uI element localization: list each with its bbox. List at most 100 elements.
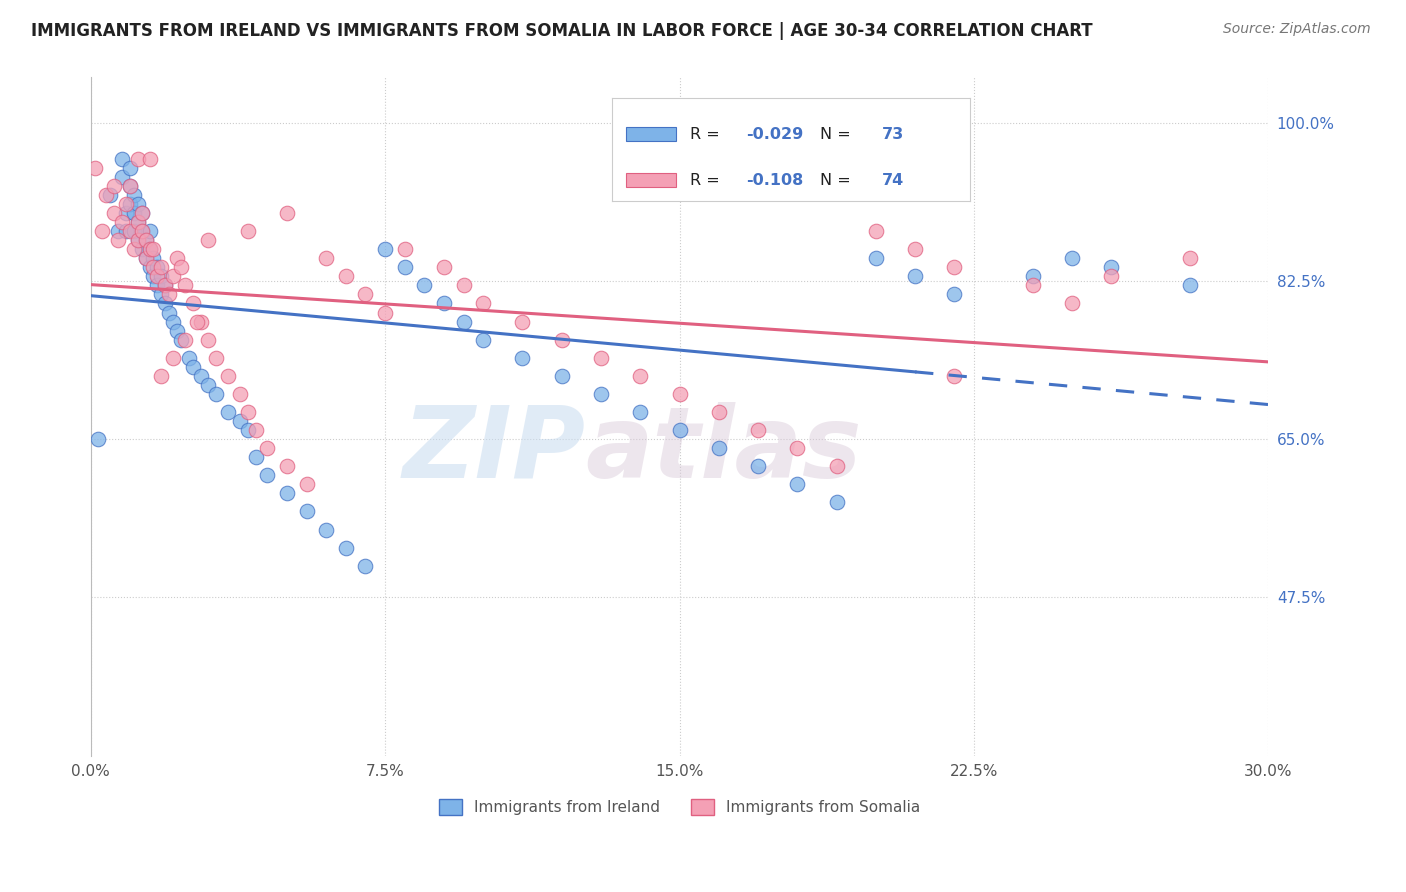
Point [217, 405, 239, 419]
Point [433, 296, 456, 310]
Point [150, 269, 173, 284]
Point [747, 459, 769, 474]
Point [551, 333, 574, 347]
Point [87, 432, 110, 446]
Point [111, 169, 134, 184]
Point [315, 252, 337, 266]
Point [181, 296, 204, 310]
Point [142, 260, 165, 275]
Text: N =: N = [820, 127, 855, 142]
Point [354, 287, 377, 301]
Point [157, 287, 180, 301]
Point [131, 206, 153, 220]
Point [173, 278, 195, 293]
Text: N =: N = [820, 173, 855, 187]
Point [197, 233, 219, 247]
Point [118, 197, 141, 211]
Point [1062, 296, 1084, 310]
Point [186, 314, 208, 328]
Point [138, 260, 160, 275]
Point [103, 206, 125, 220]
Point [146, 278, 169, 293]
Point [551, 368, 574, 383]
Text: 73: 73 [883, 127, 904, 142]
Point [707, 405, 730, 419]
Point [374, 305, 396, 319]
Point [166, 324, 188, 338]
Point [1022, 269, 1045, 284]
Point [127, 233, 149, 247]
Point [236, 423, 259, 437]
Point [1178, 252, 1201, 266]
Point [162, 269, 184, 284]
Point [115, 838, 138, 853]
Point [245, 423, 267, 437]
Legend: Immigrants from Ireland, Immigrants from Somalia: Immigrants from Ireland, Immigrants from… [432, 791, 928, 822]
Point [472, 333, 495, 347]
Point [122, 224, 145, 238]
Point [865, 224, 887, 238]
Point [122, 188, 145, 202]
Point [904, 242, 927, 256]
Point [943, 260, 966, 275]
Point [131, 224, 153, 238]
Bar [626, 173, 676, 187]
Point [747, 423, 769, 437]
Point [118, 224, 141, 238]
Point [628, 368, 651, 383]
Point [229, 414, 252, 428]
Point [138, 242, 160, 256]
Point [115, 224, 138, 238]
Point [166, 252, 188, 266]
Point [127, 152, 149, 166]
Point [943, 368, 966, 383]
Point [1022, 278, 1045, 293]
Point [335, 269, 357, 284]
Point [205, 351, 228, 365]
Point [668, 423, 690, 437]
Point [205, 387, 228, 401]
Point [135, 252, 157, 266]
Point [865, 252, 887, 266]
Point [354, 558, 377, 573]
Point [162, 314, 184, 328]
Point [115, 197, 138, 211]
Point [135, 252, 157, 266]
Point [190, 314, 212, 328]
Point [943, 287, 966, 301]
Point [453, 314, 475, 328]
Point [83, 161, 105, 175]
Point [786, 477, 808, 491]
Point [197, 377, 219, 392]
Point [295, 477, 318, 491]
Point [150, 368, 173, 383]
Point [138, 224, 160, 238]
Point [276, 206, 298, 220]
Point [236, 405, 259, 419]
Point [131, 206, 153, 220]
Point [668, 387, 690, 401]
Point [1099, 260, 1122, 275]
Point [118, 178, 141, 193]
Point [589, 351, 612, 365]
Point [707, 441, 730, 455]
Point [150, 287, 173, 301]
Text: -0.029: -0.029 [747, 127, 803, 142]
Point [138, 152, 160, 166]
Point [96, 188, 118, 202]
Point [131, 224, 153, 238]
Text: R =: R = [690, 173, 725, 187]
Point [453, 278, 475, 293]
Point [236, 224, 259, 238]
Text: -0.108: -0.108 [747, 173, 803, 187]
Text: Source: ZipAtlas.com: Source: ZipAtlas.com [1223, 22, 1371, 37]
Point [190, 368, 212, 383]
Point [142, 242, 165, 256]
Point [142, 252, 165, 266]
Point [315, 523, 337, 537]
Point [1062, 252, 1084, 266]
Point [245, 450, 267, 465]
Point [197, 333, 219, 347]
Point [1099, 269, 1122, 284]
Text: R =: R = [690, 127, 725, 142]
